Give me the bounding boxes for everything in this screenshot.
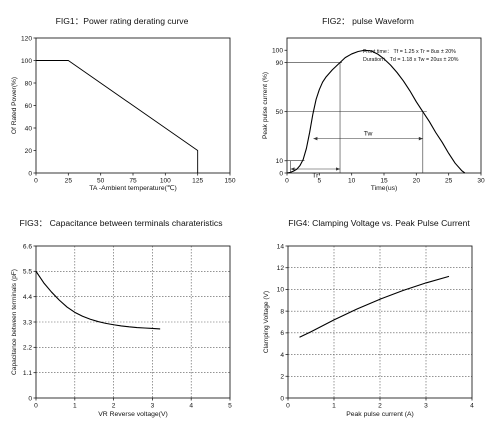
- fig4-y-tick-label: 2: [280, 374, 284, 381]
- fig2-x-tick-label: 10: [348, 178, 356, 185]
- fig2-y-tick-label: 100: [272, 48, 283, 55]
- fig4-y-tick-label: 6: [280, 330, 284, 337]
- fig3-y-tick-label: 4.4: [23, 294, 32, 301]
- fig2-duration-note: Duration： Td = 1.18 x Tw = 20us ± 20%: [363, 57, 459, 63]
- fig4-x-tick-label: 1: [332, 403, 336, 410]
- fig1-y-axis-label: Of Rated Power(%): [11, 77, 18, 134]
- fig1-y-tick-label: 120: [21, 35, 32, 42]
- fig3-y-tick-label: 5.5: [23, 269, 32, 276]
- fig2-x-tick-label: 30: [477, 178, 485, 185]
- fig2-chart: FIG2： pulse Waveform 0 5 10 15 20 25 30 0 10 50 90 1…: [262, 16, 485, 192]
- fig2-y-tick-label: 0: [279, 170, 283, 177]
- fig1-y-tick-label: 0: [28, 170, 32, 177]
- fig4-y-tick-label: 12: [277, 265, 285, 272]
- fig4-chart: FIG4: Clamping Voltage vs. Peak Pulse Cu…: [263, 218, 474, 418]
- fig1-x-tick-label: 125: [192, 178, 203, 185]
- fig3-x-tick-label: 1: [73, 403, 77, 410]
- fig2-series-line: [286, 49, 466, 174]
- fig3-chart: FIG3： Capacitance between terminals char…: [11, 218, 232, 418]
- fig1-title: FIG1：Power rating derating curve: [56, 16, 189, 26]
- fig1-x-tick-label: 0: [34, 178, 38, 185]
- fig3-title: FIG3： Capacitance between terminals char…: [20, 218, 223, 228]
- fig3-x-tick-label: 2: [112, 403, 116, 410]
- fig2-front-time-note: Front time： Tf = 1.25 x Tr = 8us ± 20%: [363, 49, 456, 55]
- fig4-x-tick-label: 2: [378, 403, 382, 410]
- fig1-x-axis-label: TA -Ambient temperature(℃): [89, 185, 177, 192]
- fig3-x-tick-label: 3: [151, 403, 155, 410]
- fig4-x-tick-label: 4: [470, 403, 474, 410]
- fig2-x-tick-label: 5: [317, 178, 321, 185]
- fig4-x-axis-label: Peak pulse current (A): [346, 411, 414, 418]
- fig2-tw-arrowhead-right: [418, 136, 423, 141]
- fig3-y-axis-label: Capacitance between terminals (pF): [11, 269, 18, 375]
- fig1-series-line: [36, 60, 199, 173]
- fig2-y-tick-label: 50: [276, 109, 284, 116]
- fig3-y-tick-label: 1.1: [23, 370, 32, 377]
- fig2-x-axis-label: Time(us): [371, 185, 398, 192]
- fig1-x-tick-label: 150: [224, 178, 235, 185]
- fig2-tw-label: Tw: [364, 131, 373, 138]
- fig2-y-tick-label: 90: [276, 60, 284, 67]
- fig1-x-tick-label: 75: [129, 178, 137, 185]
- fig3-y-tick-label: 0: [28, 395, 32, 402]
- fig1-y-tick-label: 100: [21, 58, 32, 65]
- fig3-x-tick-label: 5: [228, 403, 232, 410]
- fig2-x-tick-label: 20: [413, 178, 421, 185]
- fig4-y-tick-label: 10: [277, 287, 285, 294]
- fig4-y-tick-label: 8: [280, 308, 284, 315]
- fig2-x-tick-label: 0: [285, 178, 289, 185]
- fig3-x-axis-label: VR Reverse voltage(V): [98, 411, 168, 418]
- fig2-tr-arrowhead-left: [290, 167, 295, 171]
- fig2-x-tick-label: 25: [445, 178, 453, 185]
- fig4-x-tick-label: 0: [286, 403, 290, 410]
- fig3-x-tick-label: 4: [189, 403, 193, 410]
- fig1-x-tick-label: 100: [160, 178, 171, 185]
- fig2-y-axis-label: Peak pulse current (%): [262, 72, 269, 139]
- fig4-series-line: [299, 275, 450, 338]
- fig2-tr-label: Tr: [312, 173, 319, 180]
- fig3-y-tick-label: 3.3: [23, 319, 32, 326]
- fig3-series-line: [35, 271, 161, 330]
- fig4-title: FIG4: Clamping Voltage vs. Peak Pulse Cu…: [288, 218, 470, 228]
- fig3-y-tick-label: 6.6: [23, 243, 32, 250]
- fig2-title: FIG2： pulse Waveform: [322, 16, 414, 26]
- fig2-tw-arrowhead-left: [313, 136, 318, 141]
- fig1-y-tick-label: 60: [25, 103, 33, 110]
- fig1-x-tick-label: 50: [97, 178, 105, 185]
- fig4-x-tick-label: 3: [424, 403, 428, 410]
- fig2-y-tick-label: 10: [276, 158, 284, 165]
- fig4-y-tick-label: 14: [277, 243, 285, 250]
- fig4-y-tick-label: 0: [280, 395, 284, 402]
- fig4-y-axis-label: Clamping Voltage (V): [263, 291, 270, 353]
- fig1-y-tick-label: 20: [25, 148, 33, 155]
- fig1-chart: FIG1：Power rating derating curve 0 25 50 75 1…: [11, 16, 236, 192]
- fig1-x-tick-label: 25: [65, 178, 73, 185]
- fig3-y-tick-label: 2.2: [23, 345, 32, 352]
- fig2-x-tick-label: 15: [380, 178, 388, 185]
- fig3-x-tick-label: 0: [34, 403, 38, 410]
- fig1-y-tick-label: 40: [25, 125, 33, 132]
- fig4-y-tick-label: 4: [280, 352, 284, 359]
- fig2-tr-arrowhead-right: [336, 167, 341, 171]
- fig1-y-tick-label: 80: [25, 80, 33, 87]
